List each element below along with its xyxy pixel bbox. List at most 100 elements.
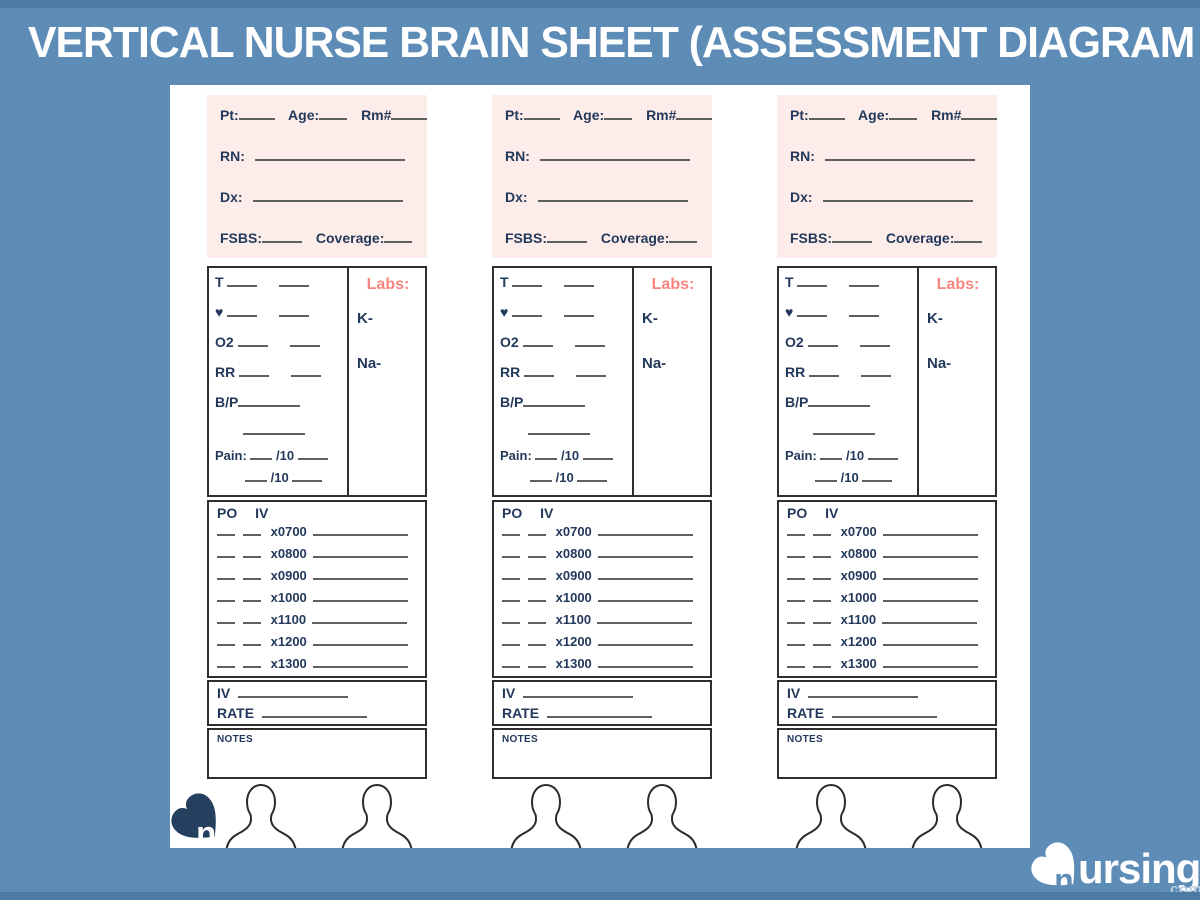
med-time-row: x1300 bbox=[787, 656, 987, 678]
rr-label: RR bbox=[785, 364, 806, 380]
patient-column: Pt: Age: Rm# RN: Dx: FSBS: Coverage: T bbox=[777, 85, 998, 848]
labs-title: Labs: bbox=[651, 276, 695, 293]
o2-row: O2 bbox=[785, 334, 913, 364]
time-label: x1300 bbox=[555, 656, 592, 671]
iv-label: IV bbox=[825, 505, 839, 521]
body-diagrams bbox=[492, 781, 712, 848]
pulse-row: ♥ bbox=[500, 304, 628, 334]
vitals-section: T ♥ O2 RR B/P bbox=[779, 268, 917, 495]
bp-row-2 bbox=[500, 422, 628, 447]
patient-column: Pt: Age: Rm# RN: Dx: FSBS: Coverage: T bbox=[492, 85, 713, 848]
body-diagrams bbox=[207, 781, 427, 848]
rm-blank bbox=[391, 107, 428, 120]
rate-label: RATE bbox=[787, 705, 825, 721]
iv-row: IV bbox=[217, 685, 417, 705]
potassium-label: K- bbox=[642, 310, 658, 327]
labs-title: Labs: bbox=[936, 276, 980, 293]
body-silhouette-icon bbox=[911, 783, 983, 848]
nursing-brand-logo: n ursing .com bbox=[1030, 841, 1200, 899]
time-label: x0800 bbox=[555, 546, 592, 561]
po-iv-header: PO IV bbox=[502, 505, 702, 524]
med-time-row: x1200 bbox=[217, 634, 417, 656]
time-label: x0900 bbox=[555, 568, 592, 583]
bp-label: B/P bbox=[785, 394, 809, 410]
pain-label: Pain: bbox=[215, 448, 247, 463]
rate-row: RATE bbox=[502, 705, 702, 725]
notes-label: NOTES bbox=[787, 734, 823, 745]
body-silhouette-icon bbox=[225, 783, 297, 848]
bp-label: B/P bbox=[500, 394, 524, 410]
po-label: PO bbox=[217, 505, 238, 521]
bp-row-2 bbox=[785, 422, 913, 447]
pt-label: Pt: bbox=[790, 107, 809, 123]
out-of-ten-label: /10 bbox=[840, 470, 859, 485]
iv-label: IV bbox=[255, 505, 269, 521]
potassium-label: K- bbox=[357, 310, 373, 327]
med-time-row: x0900 bbox=[787, 568, 987, 590]
rn-blank bbox=[539, 148, 690, 161]
po-iv-header: PO IV bbox=[787, 505, 987, 524]
dx-label: Dx: bbox=[505, 189, 528, 205]
vitals-box: T ♥ O2 RR B/P bbox=[777, 266, 997, 497]
bp-row: B/P bbox=[500, 394, 628, 422]
pain-row: Pain: /10 bbox=[785, 447, 913, 469]
fsbs-label: FSBS: bbox=[790, 230, 832, 246]
age-label: Age: bbox=[288, 107, 320, 123]
time-label: x1000 bbox=[840, 590, 877, 605]
iv-label: IV bbox=[217, 685, 231, 701]
fsbs-blank bbox=[832, 230, 872, 243]
temp-label: T bbox=[215, 274, 224, 290]
med-time-row: x1000 bbox=[502, 590, 702, 612]
time-label: x0900 bbox=[270, 568, 307, 583]
iv-label: IV bbox=[540, 505, 554, 521]
out-of-ten-label: /10 bbox=[846, 448, 865, 463]
vitals-box: T ♥ O2 RR B/P bbox=[207, 266, 427, 497]
med-time-row: x0800 bbox=[502, 546, 702, 568]
pt-label: Pt: bbox=[220, 107, 239, 123]
o2-label: O2 bbox=[785, 334, 804, 350]
labs-section: Labs: K- Na- bbox=[632, 268, 710, 495]
patient-column: Pt: Age: Rm# RN: Dx: FSBS: Coverage: T bbox=[207, 85, 428, 848]
pain-row: Pain: /10 bbox=[500, 447, 628, 469]
fsbs-coverage-row: FSBS: Coverage: bbox=[790, 230, 984, 246]
time-label: x1100 bbox=[270, 612, 307, 627]
rate-row: RATE bbox=[217, 705, 417, 725]
rate-row: RATE bbox=[787, 705, 987, 725]
pain-row-2: /10 bbox=[215, 469, 343, 491]
notes-label: NOTES bbox=[502, 734, 538, 745]
med-time-row: x1000 bbox=[787, 590, 987, 612]
pain-label: Pain: bbox=[785, 448, 817, 463]
notes-box: NOTES bbox=[777, 728, 997, 779]
rr-label: RR bbox=[500, 364, 521, 380]
iv-row: IV bbox=[787, 685, 987, 705]
med-time-row: x1200 bbox=[787, 634, 987, 656]
rm-label: Rm# bbox=[646, 107, 677, 123]
pulse-row: ♥ bbox=[215, 304, 343, 334]
iv-label: IV bbox=[502, 685, 516, 701]
dx-row: Dx: bbox=[505, 189, 699, 205]
temp-row: T bbox=[500, 274, 628, 304]
rn-label: RN: bbox=[790, 148, 815, 164]
time-label: x1200 bbox=[840, 634, 877, 649]
dx-label: Dx: bbox=[790, 189, 813, 205]
fsbs-blank bbox=[262, 230, 302, 243]
age-label: Age: bbox=[858, 107, 890, 123]
rn-blank bbox=[254, 148, 405, 161]
time-label: x1300 bbox=[270, 656, 307, 671]
notes-label: NOTES bbox=[217, 734, 253, 745]
patient-info-box: Pt: Age: Rm# RN: Dx: FSBS: Coverage: bbox=[492, 95, 713, 258]
body-diagrams bbox=[777, 781, 997, 848]
med-time-row: x1100 bbox=[787, 612, 987, 634]
sodium-label: Na- bbox=[927, 355, 952, 372]
age-blank bbox=[889, 107, 918, 120]
rm-label: Rm# bbox=[361, 107, 392, 123]
coverage-blank bbox=[954, 230, 983, 243]
rm-blank bbox=[961, 107, 998, 120]
fsbs-coverage-row: FSBS: Coverage: bbox=[505, 230, 699, 246]
bp-row: B/P bbox=[785, 394, 913, 422]
sodium-label: Na- bbox=[357, 355, 382, 372]
sheet: Pt: Age: Rm# RN: Dx: FSBS: Coverage: T bbox=[170, 85, 1030, 848]
rate-label: RATE bbox=[502, 705, 540, 721]
o2-label: O2 bbox=[500, 334, 519, 350]
med-time-row: x0700 bbox=[217, 524, 417, 546]
